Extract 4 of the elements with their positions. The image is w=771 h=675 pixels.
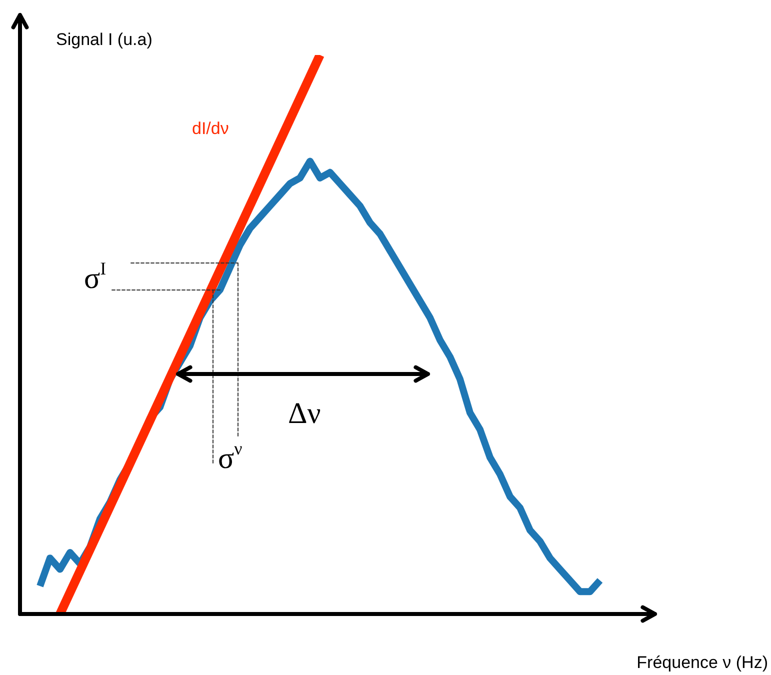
y-axis-title: Signal I (u.a) (56, 30, 152, 49)
annotation: Δν (288, 397, 321, 430)
text: dI/dν (192, 119, 229, 138)
x-axis-title: Fréquence ν (Hz) (636, 653, 768, 672)
